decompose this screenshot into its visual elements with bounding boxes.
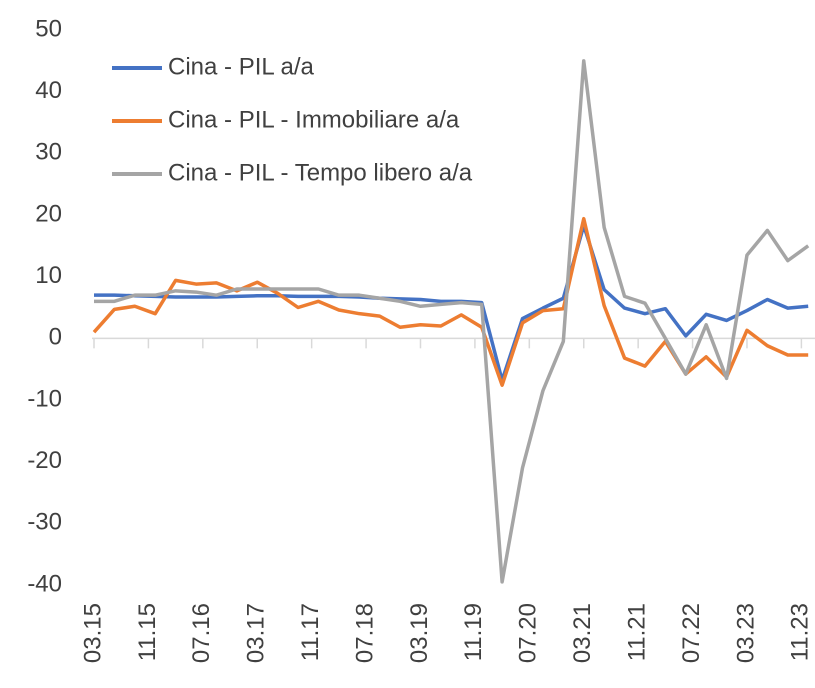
legend-label: Cina - PIL a/a <box>168 53 315 80</box>
series-line <box>94 223 809 383</box>
x-tick-label: 03.19 <box>406 603 433 663</box>
x-tick-label: 07.18 <box>351 603 378 663</box>
y-tick-label: -20 <box>27 447 62 474</box>
series-line <box>94 59 810 584</box>
x-tick-label: 11.19 <box>460 603 487 661</box>
y-tick-label: 40 <box>35 77 62 104</box>
legend-label: Cina - PIL - Immobiliare a/a <box>168 106 460 133</box>
x-tick-label: 11.15 <box>134 603 161 661</box>
y-tick-label: 50 <box>35 15 62 42</box>
x-tick-label: 03.23 <box>732 603 759 663</box>
x-tick-label: 03.15 <box>79 603 106 663</box>
x-tick-label: 03.21 <box>569 603 596 663</box>
y-tick-label: 30 <box>35 139 62 166</box>
x-tick-label: 11.21 <box>623 603 650 661</box>
y-tick-label: 0 <box>49 324 62 351</box>
legend-label: Cina - PIL - Tempo libero a/a <box>168 159 473 186</box>
y-tick-label: -40 <box>27 570 62 597</box>
x-tick-label: 07.16 <box>188 603 215 663</box>
x-tick-label: 07.20 <box>515 603 542 663</box>
x-tick-label: 11.23 <box>787 603 814 661</box>
y-tick-label: -30 <box>27 509 62 536</box>
y-tick-label: -10 <box>27 385 62 412</box>
x-tick-label: 11.17 <box>297 603 324 661</box>
series-line <box>92 216 809 387</box>
y-tick-label: 20 <box>35 200 62 227</box>
x-tick-label: 07.22 <box>678 603 705 663</box>
x-tick-label: 03.17 <box>243 603 270 663</box>
y-tick-label: 10 <box>35 262 62 289</box>
